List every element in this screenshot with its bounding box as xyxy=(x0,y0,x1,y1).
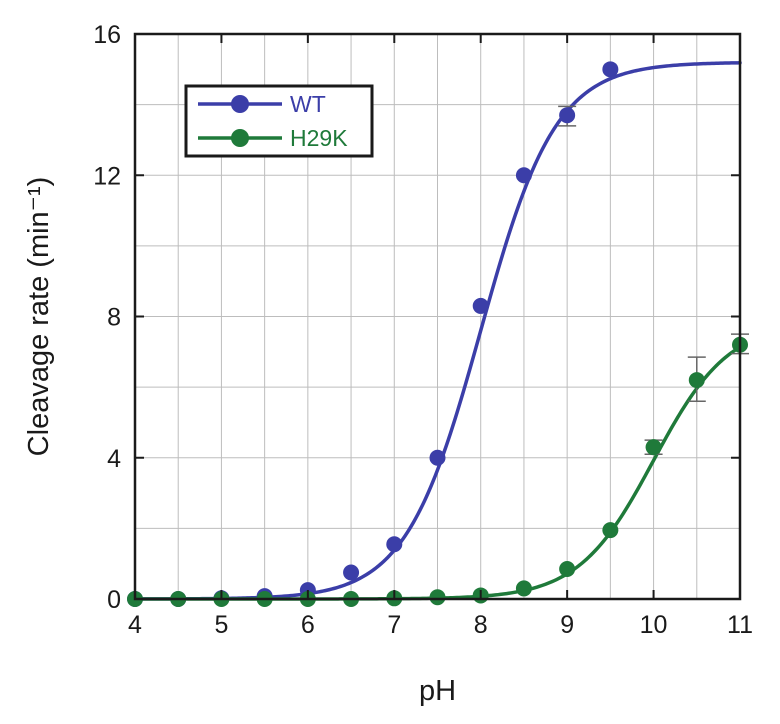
legend-marker xyxy=(231,95,249,113)
x-tick-label: 6 xyxy=(301,611,315,639)
point-h29k xyxy=(602,522,619,539)
point-wt xyxy=(515,167,532,184)
y-tick-label: 0 xyxy=(107,586,121,614)
y-tick-label: 4 xyxy=(107,445,121,473)
x-tick-label: 10 xyxy=(640,611,668,639)
point-wt xyxy=(386,536,403,553)
point-h29k xyxy=(559,560,576,577)
point-wt xyxy=(602,61,619,78)
legend-label: H29K xyxy=(290,125,348,151)
y-tick-label: 16 xyxy=(93,21,121,49)
point-wt xyxy=(429,449,446,466)
x-tick-label: 9 xyxy=(560,611,574,639)
point-h29k xyxy=(515,580,532,597)
point-wt xyxy=(343,564,360,581)
legend-entry-wt: WT xyxy=(198,91,326,117)
legend-box xyxy=(184,84,374,158)
y-tick-label: 12 xyxy=(93,162,121,190)
point-h29k xyxy=(645,439,662,456)
x-tick-label: 5 xyxy=(214,611,228,639)
point-wt xyxy=(472,297,489,314)
x-tick-label: 8 xyxy=(474,611,488,639)
x-tick-label: 7 xyxy=(387,611,401,639)
y-axis-label: Cleavage rate (min⁻¹) xyxy=(23,177,55,457)
legend-marker xyxy=(231,129,249,147)
x-tick-label: 4 xyxy=(128,611,142,639)
point-h29k xyxy=(688,372,705,389)
legend-entry-h29k: H29K xyxy=(198,125,348,151)
legend: WT H29K xyxy=(184,84,374,158)
x-tick-label: 11 xyxy=(727,611,753,639)
legend-label: WT xyxy=(290,91,326,117)
point-h29k xyxy=(429,589,446,606)
grid-lines xyxy=(135,34,740,599)
y-tick-label: 8 xyxy=(107,304,121,332)
x-axis-label: pH xyxy=(419,675,456,707)
point-wt xyxy=(559,107,576,124)
